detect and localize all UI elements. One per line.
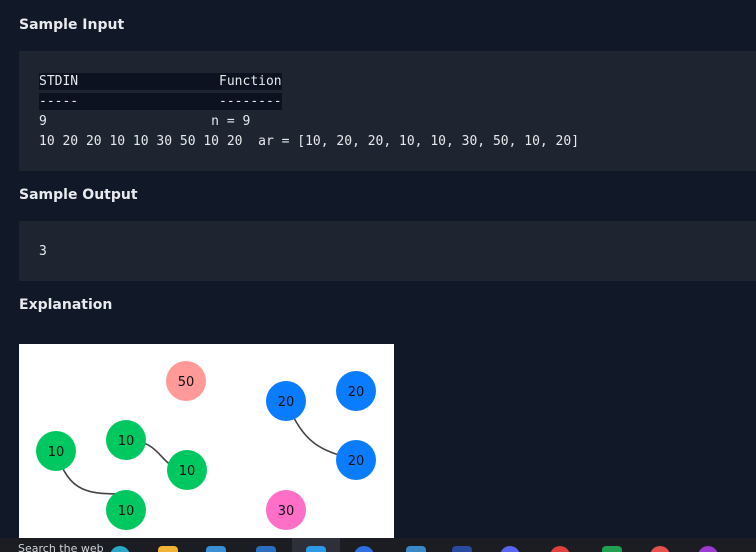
sock-node: 20	[336, 440, 376, 480]
sock-node-label: 10	[179, 464, 196, 479]
vscode-icon[interactable]	[306, 546, 326, 552]
sock-node-circle	[336, 440, 376, 480]
app-icon[interactable]	[452, 546, 472, 552]
sock-node: 10	[167, 450, 207, 490]
app-icon[interactable]	[256, 546, 276, 552]
terminal-icon[interactable]	[406, 546, 426, 552]
explanation-heading: Explanation	[19, 297, 113, 313]
sample-output-line: 3	[39, 244, 47, 259]
sock-node-circle	[266, 490, 306, 530]
sock-node-label: 20	[348, 454, 365, 469]
app-icon[interactable]	[698, 546, 718, 552]
file-explorer-icon[interactable]	[158, 546, 178, 552]
sock-node: 30	[266, 490, 306, 530]
sample-output-heading: Sample Output	[19, 187, 138, 203]
windows-taskbar: Search the web	[0, 538, 756, 552]
sock-node-circle	[106, 420, 146, 460]
sample-input-line: 9 n = 9	[39, 114, 251, 129]
sample-input-line: ----- --------	[39, 93, 282, 110]
app-icon[interactable]	[650, 546, 670, 552]
sock-node-label: 50	[178, 375, 195, 390]
sample-input-heading: Sample Input	[19, 17, 125, 33]
sock-node-label: 20	[278, 395, 295, 410]
sock-node-label: 30	[278, 504, 295, 519]
taskbar-active-slot	[292, 538, 340, 552]
sock-node-circle	[166, 361, 206, 401]
browser-icon[interactable]	[110, 546, 130, 552]
sample-output-code-block: 3	[19, 221, 756, 281]
sock-node: 20	[266, 381, 306, 421]
sock-node: 50	[166, 361, 206, 401]
sock-node-label: 20	[348, 385, 365, 400]
sock-node: 10	[106, 420, 146, 460]
sock-node-circle	[266, 381, 306, 421]
sock-node-label: 10	[48, 445, 65, 460]
sock-node-label: 10	[118, 434, 135, 449]
sock-node: 10	[36, 431, 76, 471]
taskbar-search-text[interactable]: Search the web	[18, 542, 104, 552]
sample-input-code-block: STDIN Function ----- -------- 9 n = 9 10…	[19, 51, 756, 171]
sock-node-circle	[106, 490, 146, 530]
app-icon[interactable]	[602, 546, 622, 552]
store-icon[interactable]	[206, 546, 226, 552]
sock-pairs-diagram: 50 20 20 10 10 10 20 10 30	[36, 361, 376, 530]
sock-node-circle	[167, 450, 207, 490]
sock-node-label: 10	[118, 504, 135, 519]
app-icon[interactable]	[550, 546, 570, 552]
chrome-icon[interactable]	[354, 546, 374, 552]
sock-node-circle	[336, 371, 376, 411]
sock-node-circle	[36, 431, 76, 471]
explanation-figure: 50 20 20 10 10 10 20 10 30	[19, 344, 394, 538]
sock-node: 20	[336, 371, 376, 411]
sock-node: 10	[106, 490, 146, 530]
sample-input-line: STDIN Function	[39, 73, 282, 90]
discord-icon[interactable]	[500, 546, 520, 552]
sample-input-line: 10 20 20 10 10 30 50 10 20 ar = [10, 20,…	[39, 134, 580, 149]
